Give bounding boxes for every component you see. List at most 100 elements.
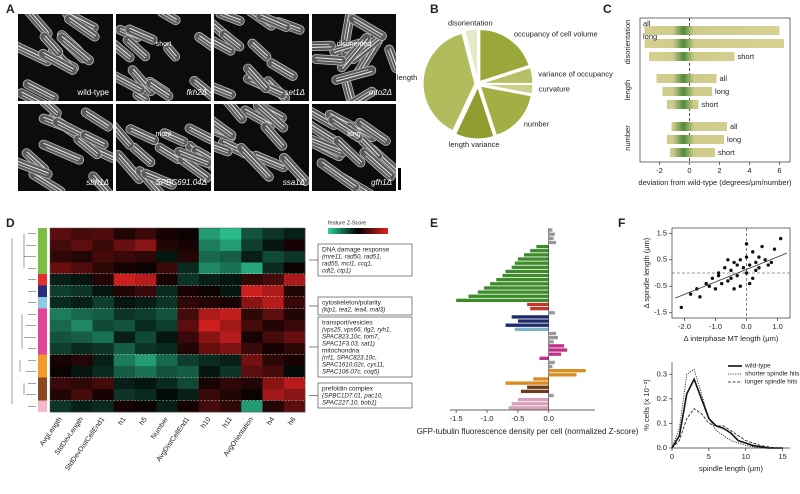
heat-cell [71, 366, 93, 378]
heat-cell [92, 343, 115, 355]
microtubule [260, 14, 288, 27]
bar [530, 306, 549, 311]
cluster-bar [38, 285, 47, 297]
annotation-title: prefoldin complex [322, 386, 374, 393]
heat-cell [156, 377, 178, 390]
cell [355, 117, 391, 146]
heat-cell [113, 285, 136, 298]
bar-label: long [727, 135, 741, 144]
heat-cell [198, 297, 221, 309]
microtubule [261, 17, 287, 30]
cell-body [327, 115, 364, 143]
microtubule [41, 104, 59, 114]
point [778, 236, 783, 241]
microtubule [265, 125, 284, 146]
heat-cell [71, 389, 93, 401]
cell [145, 78, 174, 101]
heat-cell [283, 331, 306, 344]
heat-cell [71, 228, 93, 240]
microtubule [220, 14, 241, 21]
heat-cell [113, 308, 136, 321]
heat-cell [92, 274, 115, 286]
point [710, 276, 715, 280]
heat-cell [135, 285, 157, 298]
heat-cell [198, 239, 221, 252]
microtubule [189, 129, 211, 142]
annotation-text: SPAC823.10c, tom7, [322, 334, 379, 341]
heat-cell [135, 377, 157, 390]
microtubule [389, 48, 396, 69]
x-tick-label: -1.0 [481, 414, 494, 423]
heat-cell [198, 320, 221, 332]
point [679, 305, 684, 310]
heat-cell [283, 251, 306, 263]
bar-label: long [643, 32, 657, 41]
heat-cell [50, 389, 72, 401]
pie-slice [463, 28, 479, 82]
heat-cell [50, 285, 72, 298]
microtubule [150, 82, 170, 96]
bar [536, 244, 549, 249]
microtubule [284, 160, 305, 183]
heat-cell [241, 251, 263, 263]
heat-cell [198, 251, 221, 263]
microtubule [116, 43, 131, 60]
point [738, 258, 743, 262]
heat-cell [156, 262, 178, 275]
cell-body [332, 136, 366, 168]
heat-cell [220, 285, 242, 298]
heat-cell [113, 389, 136, 401]
cell [255, 14, 291, 32]
point [726, 279, 730, 283]
cell [189, 75, 211, 101]
microtubule [160, 14, 177, 23]
x-tick-label: 1.0 [772, 322, 782, 331]
bar [533, 377, 549, 381]
heat-cell [241, 239, 263, 252]
heat-cell [220, 251, 242, 263]
x-tick-label: 5 [707, 452, 711, 461]
heat-cell [71, 262, 93, 275]
bar [527, 385, 549, 389]
group-label: number [623, 125, 632, 151]
heat-cell [198, 274, 221, 286]
microtubule [159, 148, 179, 162]
heat-cell [50, 377, 72, 390]
heat-cell [283, 366, 306, 378]
x-tick-label: 10 [742, 452, 750, 461]
bar [468, 294, 549, 298]
legend-label: wild-type [744, 363, 771, 370]
heat-cell [50, 343, 72, 355]
microtubule [43, 37, 59, 55]
cell-body [359, 147, 396, 182]
microtubule [317, 60, 343, 63]
heat-cell [198, 343, 221, 355]
heat-cell [113, 354, 136, 367]
cell [52, 117, 86, 140]
heat-cell [177, 389, 200, 401]
heat-cell [177, 239, 200, 252]
heat-cell [156, 251, 178, 263]
microtubule [21, 14, 50, 34]
point [744, 242, 749, 246]
heat-cell [283, 377, 306, 390]
cell [194, 32, 211, 53]
microtubule [333, 122, 359, 140]
bar [511, 265, 549, 269]
annotation-title: cytoskeleton/polarity [322, 300, 382, 307]
microtubule [214, 40, 232, 53]
heat-cell [92, 297, 115, 309]
microtubule [312, 125, 336, 144]
range-bar [644, 39, 784, 48]
bar [548, 236, 554, 241]
microtubule [130, 130, 155, 143]
heat-cell [177, 377, 200, 390]
heat-cell [71, 354, 93, 367]
heat-cell [220, 262, 242, 275]
bar [548, 393, 554, 398]
microtubule [257, 104, 285, 128]
microtubule [338, 143, 361, 165]
y-tick-label: 0.1 [657, 418, 667, 427]
heat-cell [156, 297, 178, 309]
cell [159, 128, 189, 147]
